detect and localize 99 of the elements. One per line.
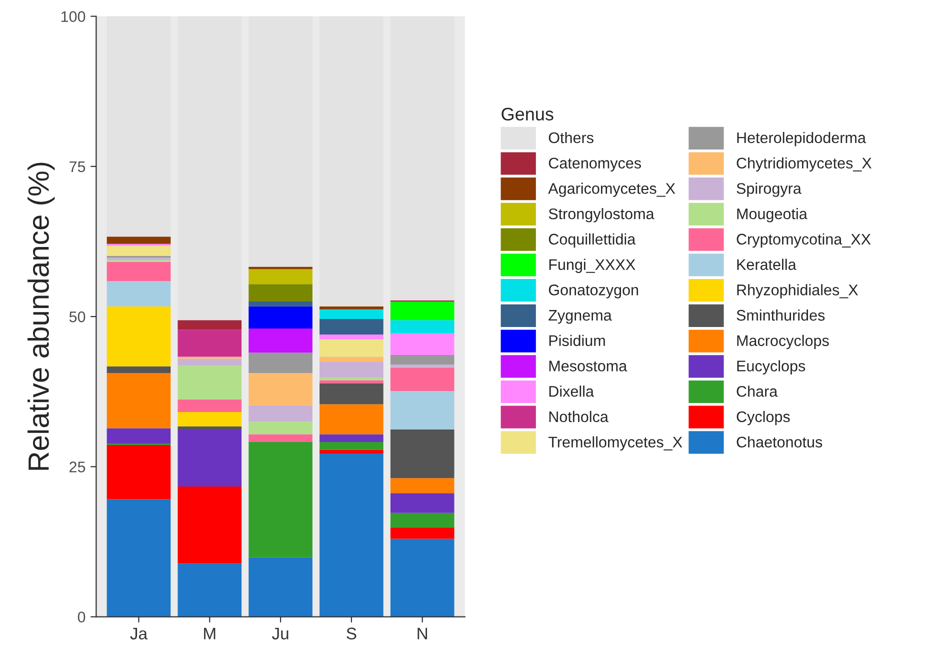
bar [390, 364, 454, 368]
bar [106, 428, 171, 444]
legend-label: Keratella [737, 258, 796, 270]
bar [178, 429, 242, 486]
legend-label: Chytridiomycetes_X [736, 157, 872, 172]
bar [320, 306, 384, 310]
bar [320, 442, 384, 450]
bar [248, 328, 312, 353]
bar [106, 499, 171, 617]
y-tick-label: 50 [69, 311, 86, 322]
bar [248, 557, 312, 617]
bar [248, 302, 312, 306]
bar [320, 404, 384, 434]
bar [390, 302, 454, 320]
bar [390, 368, 454, 392]
bar [390, 320, 454, 334]
bar [106, 281, 171, 306]
bar [178, 563, 242, 617]
bar [248, 266, 312, 270]
bar [248, 269, 312, 284]
legend-label: Chara [736, 386, 778, 397]
bar [178, 486, 242, 564]
bar [320, 334, 384, 340]
bar [320, 362, 384, 378]
legend-label: Pisidium [549, 334, 605, 346]
legend-label: Others [548, 132, 594, 144]
legend-label: Macrocyclops [737, 334, 829, 350]
bar [320, 434, 384, 442]
legend-label: Mesostoma [549, 360, 628, 372]
bar [178, 330, 242, 357]
x-tick-label: S [346, 628, 356, 640]
bar [390, 538, 454, 617]
bar [390, 333, 454, 355]
bar [106, 445, 171, 500]
bar [178, 399, 242, 412]
bar [320, 383, 384, 404]
legend-label: Fungi_XXXX [549, 258, 636, 274]
bar [320, 318, 384, 335]
legend-label: Spirogyra [736, 182, 802, 197]
bar [320, 339, 384, 357]
bar [390, 429, 454, 478]
bar [248, 405, 312, 422]
bar [390, 527, 454, 539]
bar [106, 372, 171, 428]
bar [106, 262, 171, 282]
y-tick-label: 75 [70, 161, 86, 172]
legend-label: Rhyzophidiales_X [737, 284, 858, 298]
bar [178, 320, 242, 330]
legend-label: Cryptomycotina_XX [736, 233, 871, 248]
bar [106, 246, 171, 256]
legend-label: Coquillettidia [548, 233, 636, 248]
bar [248, 372, 312, 406]
y-tick-label: 0 [78, 612, 86, 622]
x-tick-label: N [418, 628, 428, 640]
legend-label: Strongylostoma [548, 208, 654, 222]
bar [106, 306, 171, 366]
legend-label: Agaricomycetes_X [548, 182, 676, 197]
legend-label: Mougeotia [737, 208, 808, 222]
bar [248, 306, 312, 329]
bar [248, 442, 312, 558]
bar [390, 493, 454, 513]
bar [248, 284, 312, 302]
legend-label: Tremellomycetes_X [548, 436, 682, 451]
x-tick-label: M [204, 628, 216, 640]
legend-label: Dixella [549, 386, 594, 397]
bar [248, 352, 312, 373]
bar [106, 366, 171, 373]
bar [390, 478, 454, 494]
bar [248, 422, 312, 434]
bar [320, 309, 384, 319]
bar [178, 358, 242, 366]
bar [320, 453, 384, 617]
x-tick-label: Ju [272, 628, 288, 640]
bar [390, 391, 454, 430]
bar [106, 258, 171, 260]
bar [320, 380, 384, 384]
legend-label: Catenomyces [548, 158, 641, 172]
bar [390, 512, 454, 528]
legend-label: Sminthurides [736, 309, 825, 321]
bar [178, 426, 242, 430]
x-tick-label: Ja [130, 628, 148, 640]
legend-label: Eucyclops [737, 360, 806, 374]
legend-label: Notholca [549, 410, 608, 422]
bar [320, 450, 384, 454]
legend-title: Genus [502, 108, 554, 121]
bar [248, 434, 312, 442]
legend-label: Heterolepidoderma [737, 132, 866, 146]
y-tick-label: 25 [70, 462, 86, 472]
legend-label: Gonatozygon [548, 284, 638, 298]
legend-label: Zygnema [548, 310, 612, 324]
bar [320, 356, 384, 362]
bar [390, 354, 454, 365]
legend-label: Cyclops [736, 410, 790, 426]
bar [106, 236, 171, 244]
y-axis-title: Relative abundance (%) [28, 162, 55, 470]
y-tick-label: 100 [61, 11, 86, 22]
bar [178, 366, 242, 400]
bar [178, 412, 242, 426]
legend-label: Chaetonotus [736, 436, 822, 448]
